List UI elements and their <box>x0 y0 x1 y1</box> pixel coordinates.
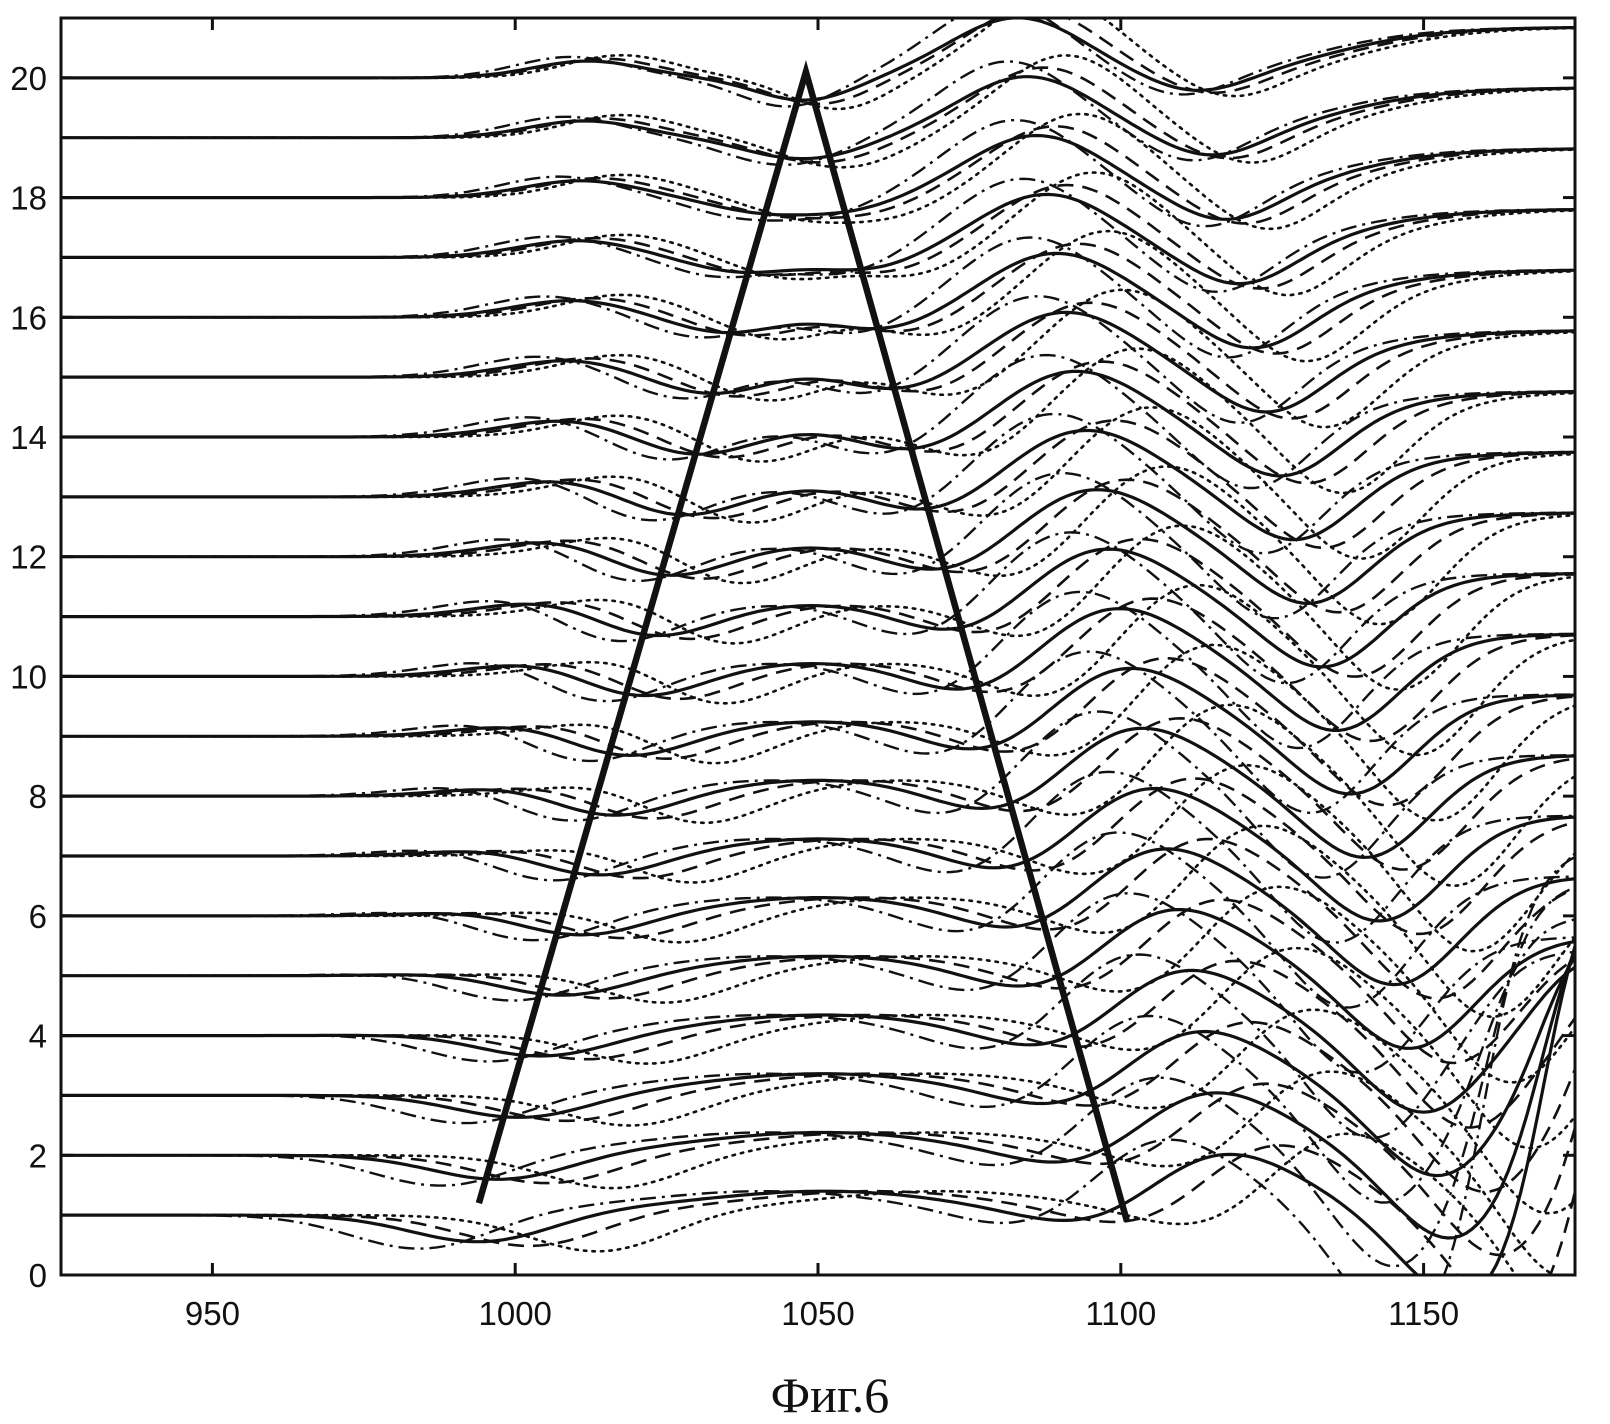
y-tick-label: 4 <box>29 1018 47 1055</box>
trace-12-dashdot <box>61 473 1575 618</box>
y-tick-label: 0 <box>29 1257 47 1294</box>
trace-14-dashdot <box>61 355 1575 488</box>
trace-3-dashed <box>61 1022 1575 1192</box>
y-tick-label: 12 <box>10 539 47 576</box>
figure-caption: Фиг.6 <box>771 1367 890 1423</box>
plot-frame <box>61 18 1575 1275</box>
trace-15-dashed <box>61 303 1575 419</box>
trace-16-dashdot <box>61 238 1575 358</box>
y-tick-labels: 0 2 4 6 8 10 12 14 16 18 20 <box>10 60 47 1294</box>
trace-13-solid <box>61 431 1575 540</box>
trace-5-solid <box>61 910 1575 1049</box>
trace-18-solid <box>61 136 1575 220</box>
trace-1-solid <box>61 946 1575 1298</box>
overlay-triangle <box>479 72 1127 1221</box>
trace-lines <box>61 0 1575 1339</box>
triangle-line <box>479 72 1127 1221</box>
trace-12-solid <box>61 490 1575 604</box>
trace-4-dashed <box>61 961 1575 1128</box>
trace-1-dashed <box>61 1146 1575 1316</box>
trace-17-solid <box>61 194 1575 283</box>
y-tick-label: 8 <box>29 778 47 815</box>
y-tick-label: 2 <box>29 1137 47 1174</box>
trace-16-dashed <box>61 244 1575 354</box>
y-tick-label: 20 <box>10 60 47 97</box>
axis-ticks <box>61 18 1575 1275</box>
trace-2-dotted <box>61 1072 1575 1278</box>
trace-3-solid <box>61 957 1575 1176</box>
trace-4-solid <box>61 967 1575 1112</box>
x-tick-label: 1050 <box>781 1295 854 1332</box>
trace-17-dotted <box>61 173 1575 296</box>
trace-15-dotted <box>61 290 1575 427</box>
y-tick-label: 6 <box>29 898 47 935</box>
trace-4-dotted <box>61 948 1575 1148</box>
x-tick-label: 1100 <box>1085 1295 1156 1332</box>
trace-16-dotted <box>61 231 1575 361</box>
x-tick-label: 1000 <box>478 1295 551 1332</box>
trace-18-dashed <box>61 126 1575 223</box>
x-tick-label: 950 <box>185 1295 240 1332</box>
y-tick-label: 14 <box>10 419 47 456</box>
trace-13-dotted <box>61 407 1575 558</box>
trace-11-dashed <box>61 539 1575 677</box>
x-tick-labels: 950 1000 1050 1100 1150 <box>185 1295 1459 1332</box>
trace-12-dashed <box>61 480 1575 613</box>
trace-9-solid <box>61 668 1575 794</box>
y-tick-label: 18 <box>10 180 47 217</box>
y-tick-label: 10 <box>10 658 47 695</box>
y-tick-label: 16 <box>10 299 47 336</box>
x-tick-label: 1150 <box>1388 1295 1459 1332</box>
trace-10-dashed <box>61 599 1575 741</box>
trace-10-solid <box>61 609 1575 731</box>
trace-20-dotted <box>61 0 1575 109</box>
trace-5-dashed <box>61 900 1575 1063</box>
